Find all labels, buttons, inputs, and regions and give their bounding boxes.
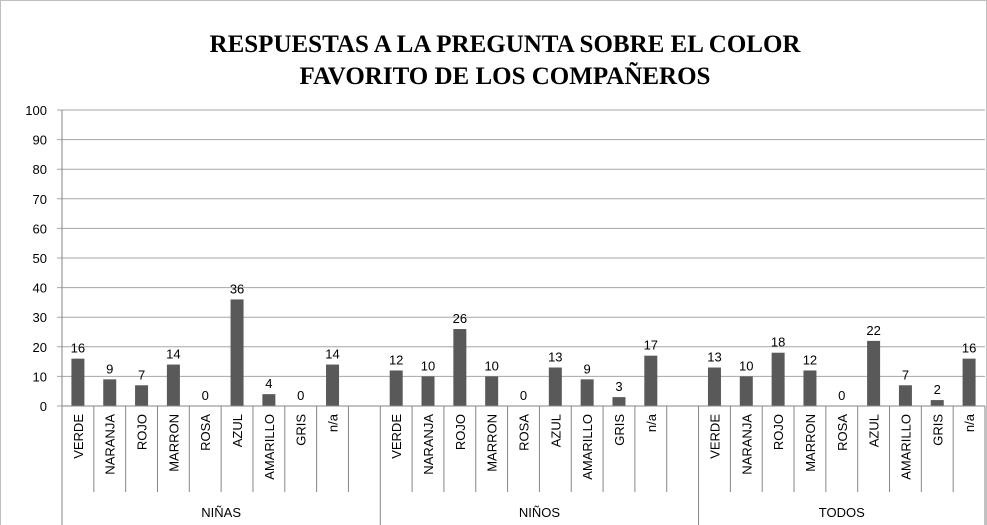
data-label: 0: [297, 388, 304, 403]
x-tick-label: ROJO: [135, 414, 150, 450]
data-label: 10: [421, 358, 435, 373]
data-label: 3: [615, 379, 622, 394]
data-label: 13: [707, 350, 721, 365]
x-tick-label: GRIS: [294, 414, 309, 446]
group-label: NIÑOS: [519, 505, 561, 520]
data-label: 18: [771, 335, 785, 350]
x-tick-label: n/a: [962, 413, 977, 432]
bar: [707, 367, 721, 406]
bar: [485, 376, 499, 406]
bar: [103, 379, 117, 406]
x-tick-label: MARRON: [803, 414, 818, 472]
y-tick-label: 80: [33, 162, 47, 177]
bar: [962, 358, 976, 406]
bar: [453, 329, 467, 406]
x-tick-label: NARANJA: [739, 414, 754, 475]
bar: [262, 394, 276, 406]
x-tick-label: NARANJA: [421, 414, 436, 475]
data-label: 7: [902, 367, 909, 382]
bar: [135, 385, 149, 406]
x-tick-label: MARRON: [166, 414, 181, 472]
y-tick-label: 90: [33, 133, 47, 148]
x-tick-label: MARRON: [485, 414, 500, 472]
bar: [930, 400, 944, 406]
data-label: 9: [584, 361, 591, 376]
x-tick-label: ROSA: [198, 414, 213, 451]
y-tick-label: 70: [33, 192, 47, 207]
x-tick-label: GRIS: [930, 414, 945, 446]
x-tick-label: VERDE: [389, 414, 404, 459]
data-label: 13: [548, 350, 562, 365]
data-label: 4: [265, 376, 272, 391]
data-label: 0: [202, 388, 209, 403]
bar: [326, 364, 340, 406]
x-tick-label: n/a: [644, 413, 659, 432]
x-tick-label: n/a: [326, 413, 341, 432]
data-label: 10: [739, 358, 753, 373]
bar: [166, 364, 180, 406]
bar: [580, 379, 594, 406]
data-label: 12: [803, 352, 817, 367]
x-tick-label: AZUL: [230, 414, 245, 447]
y-tick-label: 20: [33, 340, 47, 355]
y-tick-label: 30: [33, 310, 47, 325]
data-label: 9: [106, 361, 113, 376]
x-tick-label: VERDE: [71, 414, 86, 459]
bar: [803, 370, 817, 406]
data-label: 7: [138, 367, 145, 382]
y-tick-label: 60: [33, 221, 47, 236]
chart-title: FAVORITO DE LOS COMPAÑEROS: [300, 62, 711, 90]
data-label: 12: [389, 352, 403, 367]
bar: [739, 376, 753, 406]
data-label: 16: [962, 341, 976, 356]
data-label: 0: [520, 388, 527, 403]
x-tick-label: AMARILLO: [580, 414, 595, 480]
chart-title: RESPUESTAS A LA PREGUNTA SOBRE EL COLOR: [210, 31, 802, 58]
data-label: 17: [644, 338, 658, 353]
bar: [389, 370, 403, 406]
y-tick-label: 0: [40, 399, 47, 414]
bar: [867, 340, 881, 406]
bar: [612, 397, 626, 406]
bar: [71, 358, 85, 406]
data-label: 22: [866, 323, 880, 338]
bar: [548, 367, 562, 406]
data-label: 10: [484, 358, 498, 373]
data-label: 36: [230, 281, 244, 296]
bar: [771, 352, 785, 406]
bar: [230, 299, 244, 406]
data-label: 16: [71, 341, 85, 356]
group-label: NIÑAS: [201, 505, 241, 520]
y-tick-label: 10: [33, 369, 47, 384]
data-label: 26: [453, 311, 467, 326]
x-tick-label: ROSA: [835, 414, 850, 451]
data-label: 2: [934, 382, 941, 397]
x-tick-label: AZUL: [548, 414, 563, 447]
bar: [644, 355, 658, 406]
data-label: 14: [325, 347, 339, 362]
x-tick-label: ROJO: [453, 414, 468, 450]
x-tick-label: AZUL: [867, 414, 882, 447]
x-tick-label: AMARILLO: [262, 414, 277, 480]
data-label: 14: [166, 347, 180, 362]
y-tick-label: 40: [33, 281, 47, 296]
data-label: 0: [838, 388, 845, 403]
bar: [898, 385, 912, 406]
x-tick-label: ROJO: [771, 414, 786, 450]
group-label: TODOS: [819, 505, 865, 520]
x-tick-label: NARANJA: [103, 414, 118, 475]
y-tick-label: 100: [25, 103, 47, 118]
bar: [421, 376, 435, 406]
x-tick-label: GRIS: [612, 414, 627, 446]
y-tick-label: 50: [33, 251, 47, 266]
x-tick-label: ROSA: [517, 414, 532, 451]
x-tick-label: VERDE: [707, 414, 722, 459]
x-tick-label: AMARILLO: [898, 414, 913, 480]
